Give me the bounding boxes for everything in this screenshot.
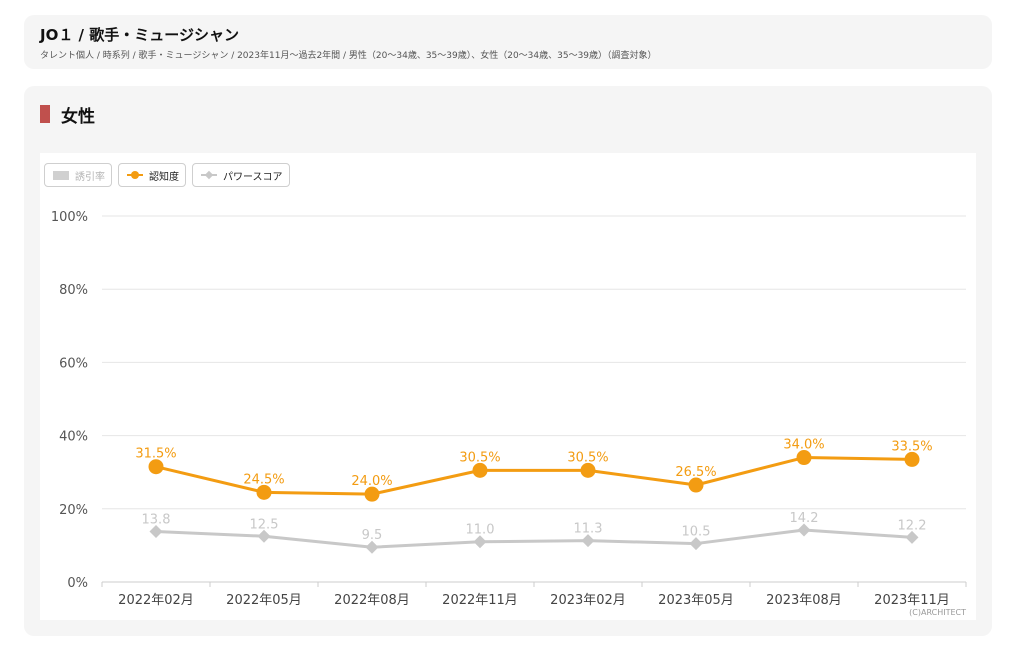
y-tick-label: 20% — [59, 503, 88, 518]
data-point-awareness — [472, 462, 488, 478]
line-circle-swatch-icon — [127, 171, 143, 179]
data-label-awareness: 30.5% — [567, 450, 608, 465]
data-label-power: 10.5 — [682, 525, 711, 540]
data-label-power: 11.0 — [466, 523, 495, 538]
x-tick-label: 2022年11月 — [442, 593, 518, 608]
data-point-awareness — [796, 450, 812, 466]
data-point-power — [797, 523, 811, 537]
data-label-awareness: 24.0% — [351, 474, 392, 489]
data-point-awareness — [364, 486, 380, 502]
data-label-awareness: 31.5% — [135, 447, 176, 462]
y-tick-label: 80% — [59, 283, 88, 298]
x-tick-label: 2022年08月 — [334, 593, 410, 608]
data-point-awareness — [148, 459, 164, 475]
page-title: JO１ / 歌手・ミュージシャン — [40, 26, 239, 44]
data-label-awareness: 24.5% — [243, 472, 284, 487]
y-tick-label: 0% — [67, 576, 88, 591]
page-subtitle: タレント個人 / 時系列 / 歌手・ミュージシャン / 2023年11月〜過去2… — [40, 51, 657, 61]
chart-panel: 女性 0% 20% 40% 60% 80% 100% 2022年02月 2022年05月 202… — [24, 86, 992, 636]
data-point-power — [365, 540, 379, 554]
section-title: 女性 — [61, 107, 95, 127]
series-line-awareness — [155, 456, 913, 496]
data-point-power — [689, 537, 703, 551]
x-tick-label: 2023年05月 — [658, 593, 734, 608]
x-tick-label: 2022年02月 — [118, 593, 194, 608]
data-label-awareness: 26.5% — [675, 465, 716, 480]
data-point-power — [257, 529, 271, 543]
data-point-power — [905, 530, 919, 544]
line-chart: 0% 20% 40% 60% 80% 100% 2022年02月 2022年05月 2022年0… — [51, 210, 967, 608]
copyright-text: (C)ARCHITECT — [909, 608, 966, 617]
series-line-power — [155, 528, 913, 549]
bar-swatch-icon — [53, 170, 69, 180]
x-tick-label: 2023年11月 — [874, 593, 950, 608]
data-label-awareness: 33.5% — [891, 439, 932, 454]
data-point-power — [581, 534, 595, 548]
header-card: JO１ / 歌手・ミュージシャン タレント個人 / 時系列 / 歌手・ミュージシ… — [24, 15, 992, 69]
data-label-power: 12.5 — [250, 517, 279, 532]
x-tick-label: 2023年08月 — [766, 593, 842, 608]
legend-toggle-awareness[interactable]: 認知度 — [118, 163, 186, 187]
data-point-awareness — [580, 462, 596, 478]
y-tick-label: 40% — [59, 430, 88, 445]
legend-toggle-power[interactable]: パワースコア — [192, 163, 290, 187]
data-point-awareness — [904, 451, 920, 467]
x-tick-label: 2022年05月 — [226, 593, 302, 608]
data-point-awareness — [256, 484, 272, 500]
data-label-power: 13.8 — [142, 512, 171, 527]
section-marker — [40, 105, 50, 123]
x-tick-label: 2023年02月 — [550, 593, 626, 608]
data-point-awareness — [688, 477, 704, 493]
data-point-power — [149, 524, 163, 538]
y-tick-label: 100% — [51, 210, 88, 225]
chart-area: 0% 20% 40% 60% 80% 100% 2022年02月 2022年05月 2022年0… — [40, 153, 976, 620]
legend-label-power: パワースコア — [223, 171, 283, 183]
data-point-power — [473, 535, 487, 549]
data-label-awareness: 34.0% — [783, 438, 824, 453]
data-label-power: 12.2 — [898, 518, 927, 533]
y-tick-label: 60% — [59, 356, 88, 371]
legend-label-awareness: 認知度 — [149, 171, 179, 183]
data-label-power: 14.2 — [790, 511, 819, 526]
data-label-power: 11.3 — [574, 522, 603, 537]
data-label-power: 9.5 — [362, 528, 383, 543]
line-diamond-swatch-icon — [201, 174, 217, 176]
legend-label-attraction: 誘引率 — [75, 171, 105, 183]
data-label-awareness: 30.5% — [459, 450, 500, 465]
legend-toggle-attraction[interactable]: 誘引率 — [44, 163, 112, 187]
